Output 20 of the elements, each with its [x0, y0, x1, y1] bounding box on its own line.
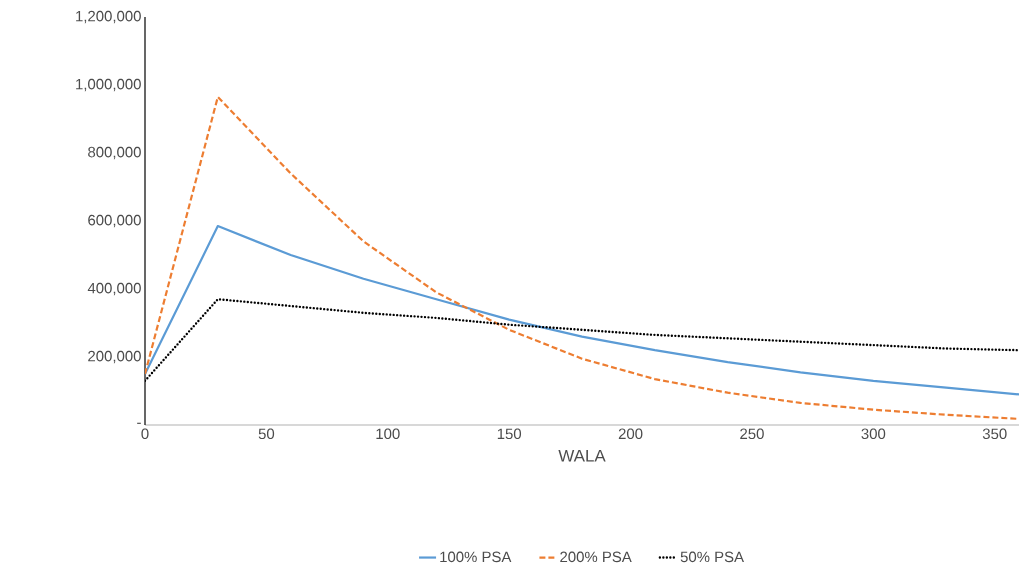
x-tick-label: 100 — [376, 428, 400, 440]
x-tick-label: 50 — [258, 428, 275, 440]
y-tick-label: 400,000 — [87, 282, 141, 296]
x-tick-label: 350 — [982, 428, 1007, 440]
y-tick-label: 800,000 — [88, 146, 141, 160]
x-tick-label: 300 — [861, 428, 886, 440]
legend-label: 100% PSA — [440, 551, 512, 563]
y-tick-label: - — [137, 422, 141, 424]
line-series — [145, 225, 1020, 396]
x-axis-title: WALA — [558, 449, 606, 462]
y-tick-label: 200,000 — [88, 350, 141, 364]
x-tick-label: 250 — [740, 428, 764, 440]
x-tick-label: 200 — [618, 428, 643, 440]
x-tick-label: 0 — [141, 428, 149, 440]
y-tick-label: 1,200,000 — [76, 10, 141, 24]
legend-label: 50% PSA — [680, 551, 744, 563]
y-tick-label: 600,000 — [88, 214, 141, 228]
x-tick-label: 150 — [497, 428, 522, 440]
y-tick-label: 1,000,000 — [76, 78, 141, 92]
legend-label: 200% PSA — [560, 551, 632, 563]
